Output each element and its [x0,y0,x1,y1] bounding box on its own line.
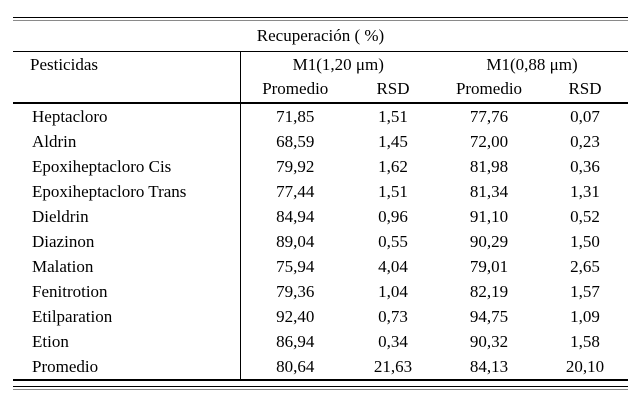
pesticide-name: Fenitrotion [13,278,241,304]
bottom-double-rule [13,385,628,390]
cell-promedio-m1-120: 68,59 [276,131,315,151]
pesticide-name: Dieldrin [13,203,241,229]
table-header: Recuperación ( %) Pesticidas M1(1,20 μm)… [13,21,629,104]
table-body: Heptacloro 71,85 1,51 77,76 0,07 Aldrin 68,59 1… [13,102,629,381]
cell-promedio-m1-088: 91,10 [469,206,509,226]
cell-rsd-m1-120: 1,51 [378,181,408,201]
cell-promedio-m1-120: 86,94 [276,331,315,351]
rule-line [13,20,628,21]
cell-rsd-m1-120: 21,63 [350,353,436,381]
column-group-m1-120um: M1(1,20 μm) [292,55,384,75]
cell-rsd-m1-120: 1,04 [378,281,408,301]
cell-rsd-m1-088: 1,50 [570,231,600,251]
cell-promedio-m1-120: 80,64 [240,353,350,381]
subheader-rsd-1: RSD [350,76,436,104]
cell-rsd-m1-120: 1,45 [378,131,408,151]
cell-promedio-m1-088: 81,34 [469,181,509,201]
cell-rsd-m1-120: 4,04 [378,256,408,276]
cell-rsd-m1-120: 1,51 [378,106,408,126]
cell-rsd-m1-088: 0,23 [570,131,600,151]
pesticide-name: Epoxiheptacloro Cis [13,153,241,179]
cell-promedio-m1-088: 81,98 [469,156,509,176]
cell-promedio-m1-120: 79,36 [276,281,315,301]
table-row: Diazinon 89,04 0,55 90,29 1,50 [13,228,628,254]
table-row: Epoxiheptacloro Cis 79,92 1,62 81,98 0,36 [13,153,628,179]
rule-line [13,385,628,387]
cell-promedio-m1-088: 90,29 [469,231,509,251]
pesticide-name: Etilparation [13,303,241,329]
cell-rsd-m1-088: 1,57 [570,281,600,301]
rule-line [13,388,628,390]
column-header-pesticidas: Pesticidas [13,51,241,104]
cell-promedio-m1-088: 79,01 [469,256,509,276]
cell-rsd-m1-120: 0,34 [378,331,408,351]
cell-promedio-m1-120: 89,04 [276,231,315,251]
cell-rsd-m1-088: 1,58 [570,331,600,351]
cell-promedio-m1-120: 79,92 [276,156,315,176]
pesticide-name: Diazinon [13,228,241,254]
recovery-table: Recuperación ( %) Pesticidas M1(1,20 μm)… [13,21,629,381]
cell-promedio-m1-088: 77,76 [469,106,509,126]
table-row: Aldrin 68,59 1,45 72,00 0,23 [13,128,628,154]
pesticide-name: Heptacloro [13,102,241,129]
table-row: Etilparation 92,40 0,73 94,75 1,09 [13,303,628,329]
table-row: Promedio 80,64 21,63 84,13 20,10 [13,353,629,381]
subheader-promedio-2: Promedio [436,76,542,104]
pesticide-name: Epoxiheptacloro Trans [13,178,241,204]
cell-rsd-m1-120: 0,96 [378,206,408,226]
cell-rsd-m1-120: 0,73 [378,306,408,326]
table-title: Recuperación ( %) [13,21,629,53]
cell-rsd-m1-088: 2,65 [570,256,600,276]
subheader-promedio-1: Promedio [240,76,350,104]
column-group-m1-088um: M1(0,88 μm) [486,55,578,75]
cell-promedio-m1-120: 77,44 [276,181,315,201]
cell-rsd-m1-088: 0,07 [570,106,600,126]
table-row: Dieldrin 84,94 0,96 91,10 0,52 [13,203,628,229]
cell-rsd-m1-088: 20,10 [542,353,629,381]
pesticide-name: Promedio [13,353,241,381]
cell-rsd-m1-088: 1,09 [570,306,600,326]
cell-promedio-m1-088: 94,75 [469,306,509,326]
pesticide-name: Etion [13,328,241,354]
group-header-row: Pesticidas M1(1,20 μm) M1(0,88 μm) [13,51,628,104]
cell-promedio-m1-088: 82,19 [469,281,509,301]
cell-promedio-m1-120: 75,94 [276,256,315,276]
title-row: Recuperación ( %) [13,21,629,53]
cell-promedio-m1-120: 84,94 [276,206,315,226]
subheader-row: Promedio RSD Promedio RSD [13,76,629,104]
table-row: Fenitrotion 79,36 1,04 82,19 1,57 [13,278,628,304]
cell-rsd-m1-120: 1,62 [378,156,408,176]
recovery-table-block: Recuperación ( %) Pesticidas M1(1,20 μm)… [13,17,629,390]
rule-line [13,17,628,18]
pesticide-name: Malation [13,253,241,279]
cell-rsd-m1-120: 0,55 [378,231,408,251]
top-double-rule [13,17,628,21]
cell-promedio-m1-088: 90,32 [469,331,509,351]
cell-promedio-m1-088: 72,00 [469,131,509,151]
table-row: Heptacloro 71,85 1,51 77,76 0,07 [13,102,628,129]
cell-promedio-m1-120: 71,85 [276,106,315,126]
table-row: Etion 86,94 0,34 90,32 1,58 [13,328,628,354]
table-row: Malation 75,94 4,04 79,01 2,65 [13,253,628,279]
cell-promedio-m1-088: 84,13 [436,353,542,381]
pesticide-name: Aldrin [13,128,241,154]
subheader-rsd-2: RSD [542,76,629,104]
cell-promedio-m1-120: 92,40 [276,306,315,326]
cell-rsd-m1-088: 0,36 [570,156,600,176]
table-row: Epoxiheptacloro Trans 77,44 1,51 81,34 1,31 [13,178,628,204]
cell-rsd-m1-088: 1,31 [570,181,600,201]
cell-rsd-m1-088: 0,52 [570,206,600,226]
